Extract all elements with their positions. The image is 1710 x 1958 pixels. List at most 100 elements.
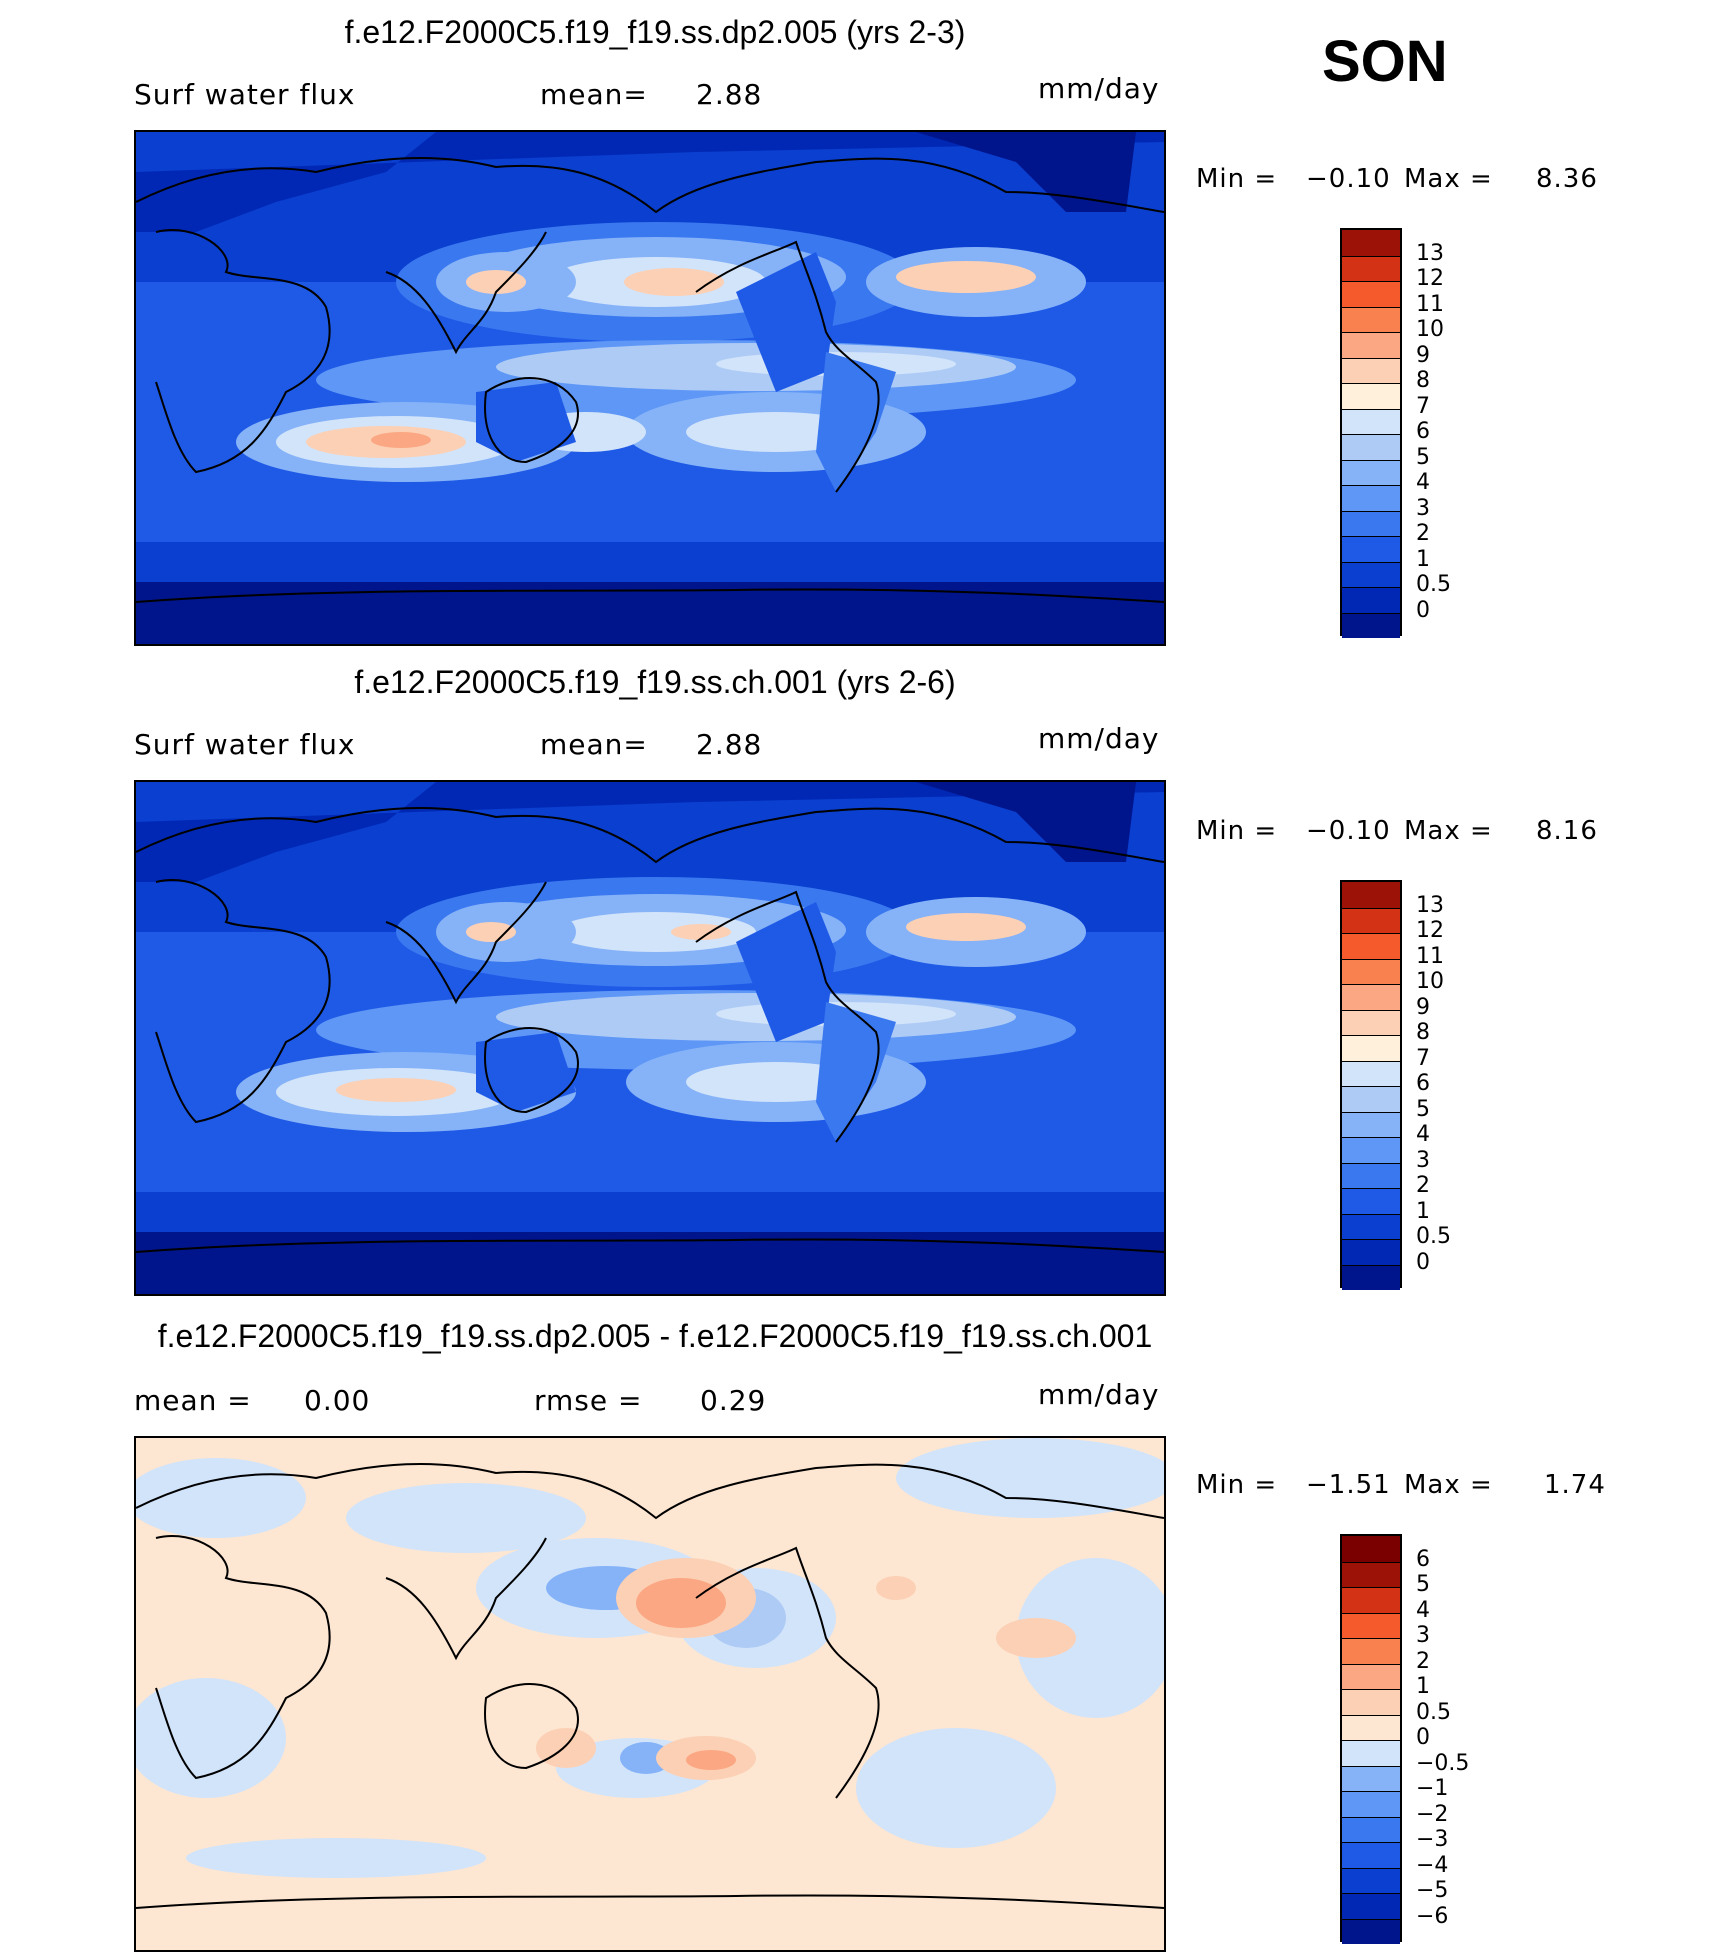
colorbar-tick-label: 8 <box>1416 368 1430 393</box>
colorbar-segment <box>1342 1714 1400 1740</box>
panel-2-min-value: −0.10 <box>1306 816 1391 846</box>
colorbar-tick-label: 0 <box>1416 1249 1430 1275</box>
colorbar-tick-label: −1 <box>1416 1776 1449 1801</box>
colorbar-tick-label: 5 <box>1416 444 1430 470</box>
colorbar-tick-label: 11 <box>1416 291 1444 317</box>
colorbar-tick-label: 10 <box>1416 969 1444 994</box>
colorbar-segment <box>1342 1663 1400 1689</box>
panel-1-map <box>134 130 1166 646</box>
colorbar-segment <box>1342 1009 1400 1035</box>
panel-3-min-label: Min = <box>1196 1470 1278 1500</box>
colorbar-segment <box>1342 1086 1400 1112</box>
panel-1-map-svg <box>136 132 1164 644</box>
colorbar-tick-label: 13 <box>1416 892 1444 918</box>
colorbar-tick-label: 4 <box>1416 470 1430 495</box>
colorbar-tick-label: 2 <box>1416 1648 1430 1674</box>
colorbar-segment <box>1342 1816 1400 1842</box>
panel-1-min-label: Min = <box>1196 164 1278 194</box>
colorbar-tick-label: 8 <box>1416 1020 1430 1045</box>
colorbar-segment <box>1342 1137 1400 1163</box>
colorbar-segment <box>1342 1162 1400 1188</box>
colorbar-tick-label: 0 <box>1416 597 1430 623</box>
panel-1-mean-value: 2.88 <box>696 78 763 111</box>
colorbar-segment <box>1342 1264 1400 1290</box>
colorbar-tick-label: −4 <box>1416 1852 1449 1878</box>
colorbar-tick-label: 5 <box>1416 1572 1430 1597</box>
colorbar-tick-label: 12 <box>1416 918 1444 943</box>
colorbar-tick-label: 9 <box>1416 994 1430 1020</box>
colorbar-tick-label: 9 <box>1416 342 1430 368</box>
panel-1-max-value: 8.36 <box>1536 164 1598 194</box>
colorbar-segment <box>1342 1612 1400 1638</box>
colorbar-tick-label: 7 <box>1416 1045 1430 1071</box>
colorbar-segment <box>1342 587 1400 613</box>
colorbar-segment <box>1342 1638 1400 1664</box>
colorbar-tick-label: 6 <box>1416 1071 1430 1096</box>
panel-3-mean-value: 0.00 <box>304 1384 371 1417</box>
colorbar-segment <box>1342 459 1400 485</box>
colorbar-segment <box>1342 408 1400 434</box>
panel-1-min-value: −0.10 <box>1306 164 1391 194</box>
colorbar-tick-label: 0.5 <box>1416 1224 1451 1249</box>
colorbar-segment <box>1342 230 1400 256</box>
panel-2-title: f.e12.F2000C5.f19_f19.ss.ch.001 (yrs 2-6… <box>354 664 956 700</box>
colorbar-segment <box>1342 1867 1400 1893</box>
panel-3-units: mm/day <box>1038 1378 1160 1411</box>
colorbar-tick-label: 6 <box>1416 419 1430 444</box>
colorbar-tick-label: −3 <box>1416 1827 1449 1852</box>
colorbar-segment <box>1342 1740 1400 1766</box>
colorbar-segment <box>1342 1536 1400 1562</box>
colorbar-tick-label: 6 <box>1416 1546 1430 1572</box>
colorbar-tick-label: −5 <box>1416 1878 1449 1903</box>
colorbar-tick-label: 13 <box>1416 240 1444 266</box>
colorbar-tick-label: 3 <box>1416 495 1430 521</box>
panel-3-title: f.e12.F2000C5.f19_f19.ss.dp2.005 - f.e12… <box>157 1318 1153 1354</box>
season-label: SON <box>1322 29 1448 94</box>
colorbar-segment <box>1342 1035 1400 1061</box>
colorbar-tick-label: 1 <box>1416 1198 1430 1224</box>
panel-2-min-label: Min = <box>1196 816 1278 846</box>
colorbar-tick-label: 2 <box>1416 1173 1430 1198</box>
colorbar-segment <box>1342 510 1400 536</box>
colorbar-segment <box>1342 1791 1400 1817</box>
colorbar-segment <box>1342 1893 1400 1919</box>
colorbar-segment <box>1342 357 1400 383</box>
colorbar-segment <box>1342 1918 1400 1944</box>
panel-3-rmse-value: 0.29 <box>700 1384 767 1417</box>
panel-2-map-svg <box>136 782 1164 1294</box>
colorbar-tick-label: 0.5 <box>1416 572 1451 597</box>
panel-1-colorbar <box>1340 228 1402 638</box>
colorbar-segment <box>1342 1689 1400 1715</box>
colorbar-segment <box>1342 1239 1400 1265</box>
panel-3-min-value: −1.51 <box>1306 1470 1391 1500</box>
colorbar-segment <box>1342 1060 1400 1086</box>
colorbar-segment <box>1342 958 1400 984</box>
panel-3-mean-label: mean = <box>134 1384 252 1417</box>
colorbar-tick-label: 0 <box>1416 1725 1430 1750</box>
panel-2-units: mm/day <box>1038 722 1160 755</box>
panel-3-rmse-label: rmse = <box>534 1384 643 1417</box>
colorbar-tick-label: 4 <box>1416 1597 1430 1623</box>
panel-3-max-label: Max = <box>1404 1470 1493 1500</box>
colorbar-segment <box>1342 332 1400 358</box>
panel-2-max-label: Max = <box>1404 816 1493 846</box>
panel-1-units: mm/day <box>1038 72 1160 105</box>
colorbar-segment <box>1342 1111 1400 1137</box>
panel-3-map <box>134 1436 1166 1952</box>
colorbar-segment <box>1342 1842 1400 1868</box>
panel-2-mean-value: 2.88 <box>696 728 763 761</box>
colorbar-segment <box>1342 306 1400 332</box>
panel-1-title: f.e12.F2000C5.f19_f19.ss.dp2.005 (yrs 2-… <box>344 14 966 50</box>
panel-3-colorbar <box>1340 1534 1402 1944</box>
colorbar-segment <box>1342 1587 1400 1613</box>
panel-1-mean-label: mean= <box>540 78 648 111</box>
colorbar-segment <box>1342 882 1400 908</box>
colorbar-segment <box>1342 1188 1400 1214</box>
colorbar-tick-label: 7 <box>1416 393 1430 419</box>
colorbar-tick-label: 0.5 <box>1416 1699 1451 1725</box>
colorbar-segment <box>1342 434 1400 460</box>
panel-2-map <box>134 780 1166 1296</box>
colorbar-segment <box>1342 907 1400 933</box>
colorbar-segment <box>1342 612 1400 638</box>
panel-3-map-svg <box>136 1438 1164 1950</box>
